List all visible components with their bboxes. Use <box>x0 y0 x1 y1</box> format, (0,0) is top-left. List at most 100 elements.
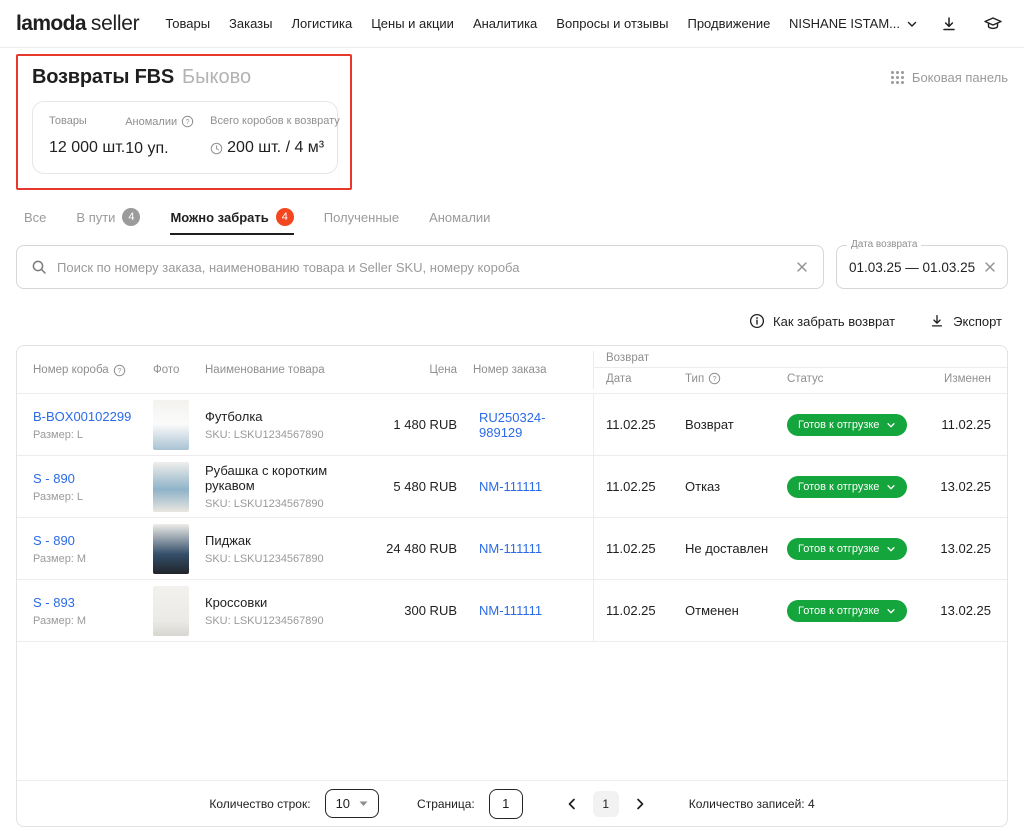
export-button[interactable]: Экспорт <box>929 313 1002 329</box>
svg-text:?: ? <box>713 376 717 383</box>
annotation-red-box: Возвраты FBS Быково Товары 12 000 шт. Ан… <box>16 54 352 190</box>
order-number-link[interactable]: RU250324-989129 <box>479 409 546 440</box>
question-circle-icon[interactable]: ? <box>113 364 126 377</box>
product-photo[interactable] <box>153 461 189 512</box>
question-circle-icon[interactable]: ? <box>181 115 194 128</box>
rows-per-page-label: Количество строк: <box>209 796 311 811</box>
col-header-changed: Изменен <box>944 372 991 385</box>
cell-return-type: Отказ <box>685 479 721 494</box>
col-header-type-label: Тип <box>685 372 705 385</box>
stat-items-value: 12 000 шт. <box>49 139 126 156</box>
return-date-label: Дата возврата <box>847 239 922 250</box>
tab-in-transit[interactable]: В пути 4 <box>76 208 141 235</box>
col-group-return: Возврат <box>593 351 1007 368</box>
status-label: Готов к отгрузке <box>798 480 880 493</box>
rows-per-page-select[interactable]: 10 <box>324 789 380 818</box>
lamoda-seller-logo[interactable]: lamoda seller <box>16 11 140 36</box>
cell-return-date: 11.02.25 <box>593 394 677 455</box>
side-panel-toggle[interactable]: Боковая панель <box>890 70 1008 85</box>
page-number-input[interactable]: 1 <box>488 788 523 819</box>
nav-item-voprosy[interactable]: Вопросы и отзывы <box>556 16 669 31</box>
cell-price: 5 480 RUB <box>393 479 457 494</box>
cell-price: 1 480 RUB <box>393 417 457 432</box>
tab-anomalies[interactable]: Аномалии <box>429 208 490 235</box>
size-label: Размер: L <box>33 428 84 441</box>
product-sku: SKU: LSKU1234567890 <box>205 614 324 627</box>
chevron-down-icon <box>886 482 896 492</box>
page-navigation: 1 <box>561 790 651 817</box>
svg-text:?: ? <box>117 367 121 374</box>
box-number-link[interactable]: S - 893 <box>33 594 75 610</box>
col-header-box-label: Номер короба <box>33 364 109 376</box>
table-row: B-BOX00102299 Размер: L Футболка SKU: LS… <box>17 394 1007 456</box>
order-number-link[interactable]: NM-111111 <box>479 541 543 556</box>
product-photo[interactable] <box>153 399 189 450</box>
cell-photo <box>145 394 197 455</box>
nav-item-prodvizhenie[interactable]: Продвижение <box>687 16 771 31</box>
col-header-type: Тип ? <box>677 368 779 389</box>
search-icon <box>31 259 47 275</box>
info-circle-icon <box>749 313 765 329</box>
product-sku: SKU: LSKU1234567890 <box>205 498 324 510</box>
cell-status: Готов к отгрузке <box>779 394 927 455</box>
product-photo[interactable] <box>153 523 189 574</box>
nav-item-analitika[interactable]: Аналитика <box>472 16 538 31</box>
box-number-link[interactable]: S - 890 <box>33 532 75 548</box>
cell-changed-date: 13.02.25 <box>940 603 991 618</box>
cell-return-type: Не доставлен <box>685 541 769 556</box>
col-header-status: Статус <box>787 372 824 385</box>
next-page-icon[interactable] <box>629 793 651 815</box>
nav-item-zakazy[interactable]: Заказы <box>229 16 273 31</box>
col-header-photo: Фото <box>153 364 180 376</box>
education-cap-icon[interactable] <box>980 11 1006 37</box>
cell-status: Готов к отгрузке <box>779 580 927 641</box>
search-input[interactable] <box>57 259 785 275</box>
search-clear-icon[interactable] <box>795 260 809 274</box>
question-circle-icon[interactable]: ? <box>708 372 721 385</box>
account-menu[interactable]: NISHANE ISTAM... <box>789 16 918 31</box>
product-name: Кроссовки <box>205 594 268 610</box>
product-photo[interactable] <box>153 585 189 636</box>
tab-received[interactable]: Полученные <box>324 208 399 235</box>
return-date-filter[interactable]: Дата возврата 01.03.25 — 01.03.25 <box>836 239 1008 289</box>
cell-status: Готов к отгрузке <box>779 456 927 517</box>
table-row: S - 893 Размер: M Кроссовки SKU: LSKU123… <box>17 580 1007 642</box>
tab-all[interactable]: Все <box>24 208 46 235</box>
cell-price: 24 480 RUB <box>386 541 457 556</box>
tab-in-transit-label: В пути <box>76 209 116 225</box>
tab-in-transit-badge: 4 <box>122 208 141 226</box>
how-to-pickup-label: Как забрать возврат <box>773 313 896 329</box>
status-dropdown[interactable]: Готов к отгрузке <box>787 599 908 622</box>
nav-item-tovary[interactable]: Товары <box>165 16 211 31</box>
box-number-link[interactable]: B-BOX00102299 <box>33 408 132 424</box>
current-page-button[interactable]: 1 <box>592 790 619 817</box>
caret-down-icon <box>359 801 368 807</box>
cell-order: NM-111111 <box>465 518 593 579</box>
returns-table: Номер короба ? Фото Наименование товара … <box>16 345 1008 827</box>
status-dropdown[interactable]: Готов к отгрузке <box>787 537 908 560</box>
nav-item-tseny[interactable]: Цены и акции <box>371 16 454 31</box>
status-dropdown[interactable]: Готов к отгрузке <box>787 475 908 498</box>
tab-can-pick-up-badge: 4 <box>275 208 294 226</box>
status-label: Готов к отгрузке <box>798 542 880 555</box>
page-title: Возвраты FBS <box>32 66 175 88</box>
download-icon[interactable] <box>936 11 962 37</box>
chevron-down-icon <box>886 420 896 430</box>
tab-can-pick-up[interactable]: Можно забрать 4 <box>170 208 295 235</box>
logo-brand: lamoda <box>16 11 87 35</box>
tab-received-label: Полученные <box>323 209 400 225</box>
status-dropdown[interactable]: Готов к отгрузке <box>787 413 908 436</box>
date-clear-icon[interactable] <box>983 260 997 274</box>
stat-anomalies-text: Аномалии <box>125 115 178 128</box>
grid-icon <box>890 70 905 85</box>
warehouse-name: Быково <box>182 66 252 88</box>
nav-item-logistika[interactable]: Логистика <box>291 16 353 31</box>
search-box <box>16 245 824 289</box>
box-number-link[interactable]: S - 890 <box>33 470 75 486</box>
how-to-pickup-button[interactable]: Как забрать возврат <box>749 313 895 329</box>
prev-page-icon[interactable] <box>561 793 583 815</box>
order-number-link[interactable]: NM-111111 <box>479 479 543 494</box>
side-panel-label: Боковая панель <box>911 70 1008 85</box>
order-number-link[interactable]: NM-111111 <box>479 603 543 618</box>
